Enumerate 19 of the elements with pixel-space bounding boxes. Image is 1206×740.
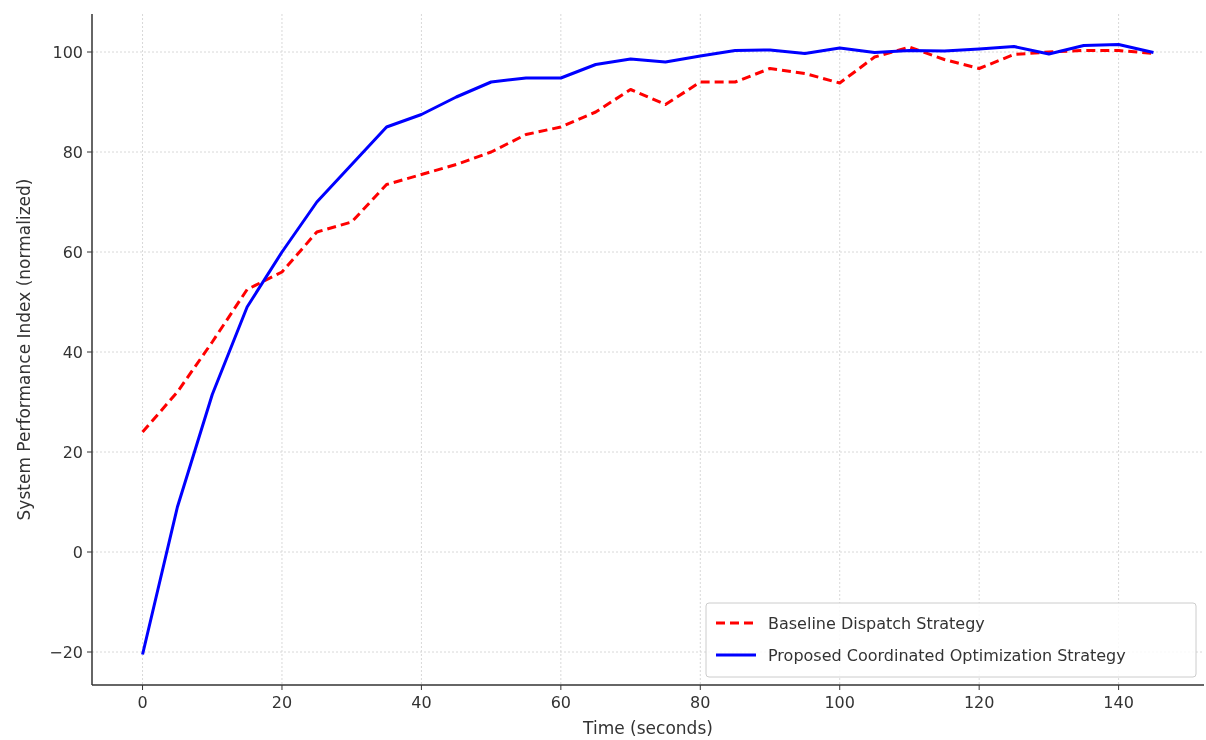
y-tick-label: 60 (62, 242, 83, 262)
legend-label: Baseline Dispatch Strategy (768, 613, 985, 633)
legend-label: Proposed Coordinated Optimization Strategy (768, 645, 1126, 665)
y-tick-label: 20 (62, 442, 83, 462)
x-axis-title: Time (seconds) (582, 718, 713, 738)
x-tick-label: 100 (824, 693, 855, 712)
x-tick-label: 120 (963, 693, 995, 712)
y-tick-label: 80 (62, 142, 83, 162)
y-tick-label: 0 (72, 542, 83, 562)
y-tick-label: 100 (52, 42, 83, 62)
x-tick-label: 60 (550, 693, 572, 712)
x-tick-label: 140 (1103, 693, 1134, 712)
y-tick-label: 40 (62, 342, 83, 362)
y-tick-label: −20 (49, 642, 83, 662)
x-tick-label: 40 (411, 693, 432, 712)
x-tick-label: 0 (137, 693, 148, 712)
y-axis-title: System Performance Index (normalized) (14, 178, 34, 521)
x-tick-label: 20 (271, 693, 293, 712)
x-tick-label: 80 (690, 693, 711, 712)
